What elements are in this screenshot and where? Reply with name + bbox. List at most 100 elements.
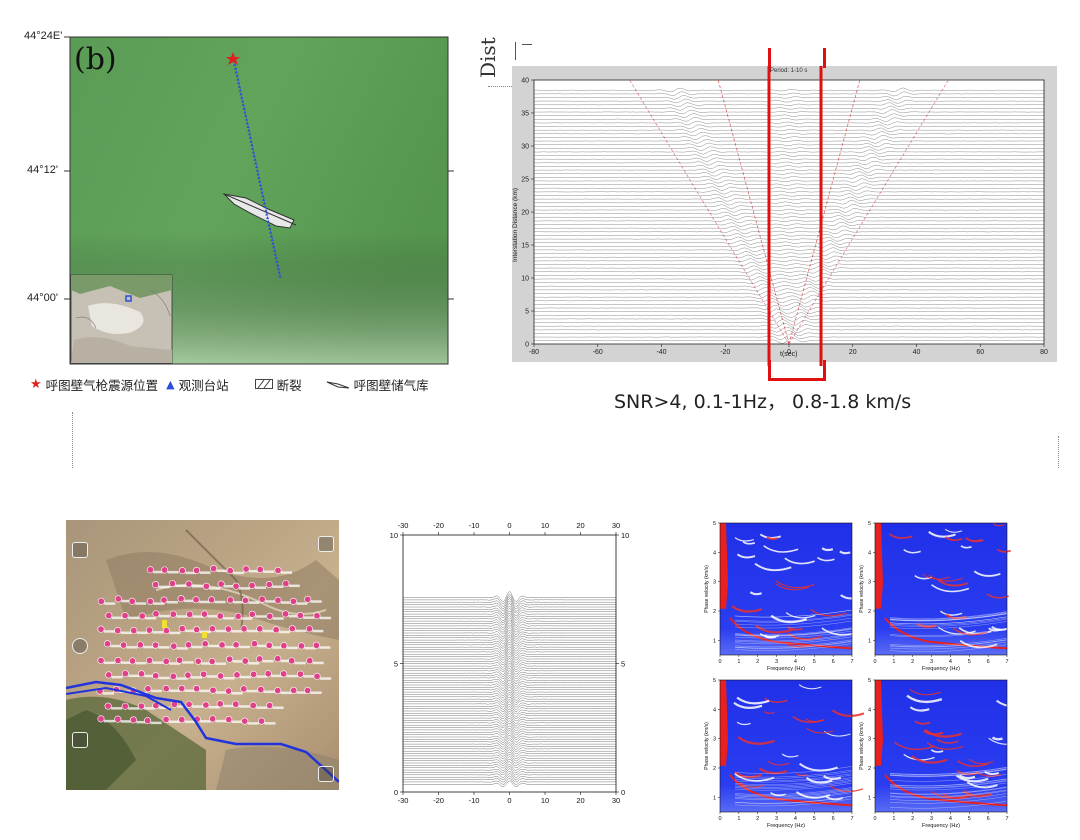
dispersion-subplot: 0 1 2 3 4 5 6 7 1 2 3 4 5 Frequency (Hz) Phase velocit… [859,678,1030,829]
station-marker [114,715,122,723]
station-marker [234,612,242,620]
station-marker [274,596,282,604]
disp-xtick: 5 [813,659,816,665]
station-triangle-icon [278,274,282,278]
station-triangle-icon [238,88,242,92]
search-icon[interactable] [72,638,88,654]
wave-xtick: 0 [507,796,511,805]
disp-xtick: 1 [737,659,740,665]
station-line [232,59,282,278]
station-triangle-icon [252,154,256,158]
seis-xlabel: t(sec) [780,351,798,358]
station-marker [193,566,201,574]
station-triangle-icon [253,157,257,161]
source-star-icon [226,52,240,65]
station-marker [248,610,256,618]
inset-map [70,274,173,364]
disp-xtick: 1 [737,816,740,822]
station-marker [121,702,129,710]
disp-xtick: 7 [850,659,853,665]
station-triangle-icon [274,256,278,260]
disp-ytick: 2 [713,609,716,615]
station-triangle-icon [255,168,259,172]
station-triangle-icon [245,121,249,125]
highlight-window-bottom [768,360,826,381]
disp-xtick: 6 [987,659,990,665]
cube-icon[interactable] [72,542,88,558]
station-marker [168,580,176,588]
station-marker [138,612,146,620]
station-marker [97,625,105,633]
disp-xtick: 2 [756,659,759,665]
camera-icon[interactable] [318,536,334,552]
station-marker [304,595,312,603]
map-svg [64,36,454,365]
station-marker [178,625,186,633]
seis-ytick: 35 [521,111,529,118]
station-triangle-icon [263,205,267,209]
station-triangle-icon [257,176,261,180]
disp-ytick: 4 [713,707,716,713]
station-triangle-icon: ▲ [166,378,175,391]
disp-ytick: 5 [713,521,716,527]
station-marker [248,581,256,589]
station-marker [97,597,105,605]
disp-xtick: 4 [794,659,797,665]
station-marker [162,716,170,724]
station-marker [210,565,218,573]
station-triangle-icon [262,197,266,201]
station-marker [208,625,216,633]
station-triangle-icon [239,92,243,96]
station-triangle-icon [269,234,274,238]
lat-tick-top: 44°24E' [24,30,63,42]
station-marker [208,657,216,665]
station-marker [185,700,193,708]
station-marker [144,717,152,725]
image-icon[interactable] [318,766,334,782]
station-marker [152,610,160,618]
station-triangle-icon [258,179,262,183]
station-triangle-icon [233,66,238,70]
station-marker [185,641,193,649]
station-marker [217,580,225,588]
station-marker [241,596,249,604]
station-marker [184,671,192,679]
station-marker [128,657,136,665]
disp-ytick: 5 [713,678,716,684]
station-marker [129,716,137,724]
station-triangle-icon [256,172,260,176]
station-marker [121,612,129,620]
trash-icon[interactable] [72,732,88,748]
station-marker [114,656,122,664]
station-triangle-icon [247,128,251,132]
station-marker [306,657,314,665]
station-marker [241,717,249,725]
station-marker [137,702,145,710]
wave-xtick: -20 [433,796,444,805]
station-marker [128,597,136,605]
station-triangle-icon [276,263,280,267]
pipeline-line [65,680,340,783]
station-marker [120,641,128,649]
station-marker [160,596,168,604]
station-marker [265,580,273,588]
dispersion-subplot: 0 1 2 3 4 5 6 7 1 2 3 4 5 Frequency (Hz) Phase velocit… [859,521,1012,672]
wave-xtick: -10 [469,521,480,530]
wave-ytick: 10 [390,531,398,540]
disp-xtick: 6 [832,816,835,822]
station-marker [209,715,217,723]
station-marker [152,641,160,649]
station-marker [250,640,258,648]
station-marker [104,640,112,648]
station-marker [162,657,170,665]
seis-ylabel: Interstation Distance (km) [512,187,519,262]
disp-ylabel: Phase velocity (km/s) [704,722,710,770]
station-marker [186,610,194,618]
disp-ytick: 3 [868,580,871,586]
station-marker [144,685,152,693]
seis-xtick: 0 [787,349,791,356]
clipped-text-fragment: Dist [476,37,500,78]
wave-xtick: -30 [398,521,409,530]
seismogram-panel: -80 -60 -40 -20 0 20 40 60 80 0 5 10 15 20 25 30 35 40 [512,44,1057,380]
waveform-panel: -30 -30 -20 -20 -10 -10 0 0 10 10 20 20 30 30 0 0 5 5 10 10 [375,516,645,810]
